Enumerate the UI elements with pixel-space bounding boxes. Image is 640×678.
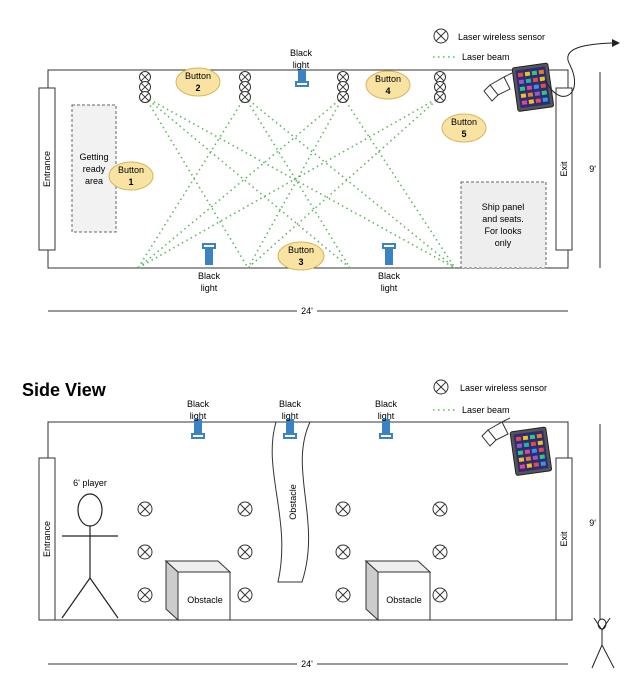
player-figure [61,493,119,619]
side-black-light-2-line2: light [282,411,299,421]
button-5-number: 5 [461,129,466,139]
button-2: Button 2 [175,67,221,97]
top-sensor-column-2 [239,71,251,103]
button-1-label: Button [118,165,144,175]
circle-x-icon [433,379,449,395]
ship-panel-area [460,181,547,269]
projector-icon [481,417,511,447]
side-width-label: 24' [301,659,313,669]
black-light-icon [191,419,205,439]
obstacle-left-label: Obstacle [187,595,223,605]
exiting-figure-icon [591,617,615,669]
button-3-label: Button [288,245,314,255]
top-entrance-label: Entrance [42,151,52,187]
obstacle-box-left [164,559,232,622]
top-black-light-center-line1: Black [290,48,313,58]
side-legend-beam-label: Laser beam [462,405,510,415]
side-black-light-3-line2: light [378,411,395,421]
black-light-icon [202,243,216,265]
button-4-number: 4 [385,86,390,96]
side-legend-sensor-label: Laser wireless sensor [460,383,547,393]
screen-icon [509,426,553,476]
black-light-icon [382,243,396,265]
screen-icon [511,62,555,112]
curtain-obstacle-label: Obstacle [288,484,298,520]
button-3: Button 3 [277,241,325,271]
ship-panel-line2: and seats. [482,214,524,224]
circle-x-icon [433,28,449,44]
side-entrance-label: Entrance [42,521,52,557]
button-5: Button 5 [441,113,487,143]
top-entrance-door [38,87,56,251]
side-entrance-door [38,457,56,621]
button-2-label: Button [185,71,211,81]
arrow-right-icon [612,39,620,47]
side-view-title: Side View [22,380,107,400]
top-sensor-column-4 [434,71,446,103]
getting-ready-line1: Getting [79,152,108,162]
top-exit-label: Exit [559,161,569,177]
side-height-label: 9' [589,518,596,528]
top-laser-beams [137,96,456,269]
top-exit-door [555,87,573,251]
legend-sensor-label: Laser wireless sensor [458,32,545,42]
top-black-light-right-line2: light [381,283,398,293]
side-sensor-column-4 [432,501,448,603]
ship-panel-line4: only [495,238,512,248]
player-label: 6' player [73,478,107,488]
side-sensor-column-1 [137,501,153,603]
top-sensor-column-1 [139,71,151,103]
button-2-number: 2 [195,83,200,93]
top-black-light-right-line1: Black [378,271,401,281]
cable-arrow [544,42,613,97]
ship-panel-line3: For looks [484,226,522,236]
ship-panel-line1: Ship panel [482,202,525,212]
top-height-label: 9' [589,164,596,174]
top-black-light-left-line1: Black [198,271,221,281]
side-sensor-column-3 [335,501,351,603]
black-light-icon [295,69,309,87]
side-black-light-2-line1: Black [279,399,302,409]
button-4-label: Button [375,74,401,84]
obstacle-right-label: Obstacle [386,595,422,605]
side-exit-label: Exit [559,531,569,547]
getting-ready-area [71,104,117,233]
top-sensor-column-3 [337,71,349,103]
button-1-number: 1 [128,177,133,187]
curtain-obstacle [271,421,311,583]
button-3-number: 3 [298,257,303,267]
button-1: Button 1 [108,161,154,191]
top-black-light-center-line2: light [293,60,310,70]
getting-ready-line2: ready [83,164,106,174]
side-black-light-1-line1: Black [187,399,210,409]
side-exit-door [555,457,573,621]
side-sensor-column-2 [237,501,253,603]
obstacle-box-right [364,559,432,622]
projector-icon [483,72,513,102]
black-light-icon [283,419,297,439]
button-5-label: Button [451,117,477,127]
side-black-light-1-line2: light [190,411,207,421]
top-width-label: 24' [301,306,313,316]
black-light-icon [379,419,393,439]
top-black-light-left-line2: light [201,283,218,293]
legend-beam-label: Laser beam [462,52,510,62]
side-black-light-3-line1: Black [375,399,398,409]
getting-ready-line3: area [85,176,103,186]
button-4: Button 4 [365,70,411,100]
